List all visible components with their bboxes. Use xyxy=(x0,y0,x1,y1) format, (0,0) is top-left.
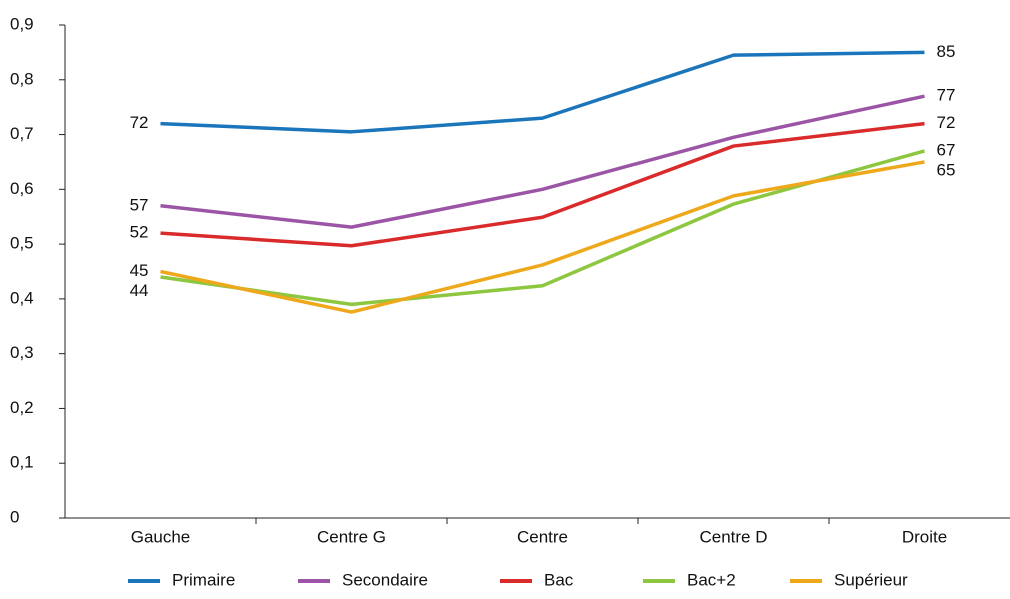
y-tick-label: 0,5 xyxy=(10,234,34,253)
y-tick-label: 0,7 xyxy=(10,124,34,143)
y-tick-label: 0,8 xyxy=(10,69,34,88)
line xyxy=(160,94,925,229)
y-tick-label: 0,4 xyxy=(10,288,34,307)
legend-label: Secondaire xyxy=(342,570,428,589)
line xyxy=(160,121,925,248)
line xyxy=(160,50,925,134)
legend-label: Supérieur xyxy=(834,570,908,589)
data-label: 44 xyxy=(130,281,149,300)
y-tick-label: 0,9 xyxy=(10,14,34,33)
legend-label: Bac+2 xyxy=(687,570,736,589)
legend-label: Primaire xyxy=(172,570,235,589)
line xyxy=(160,160,925,314)
data-label: 45 xyxy=(130,261,149,280)
data-label: 67 xyxy=(937,140,956,159)
y-tick-label: 0,1 xyxy=(10,453,34,472)
x-tick-label: Centre D xyxy=(699,527,767,546)
data-label: 57 xyxy=(130,195,149,214)
y-tick-label: 0,3 xyxy=(10,343,34,362)
data-label: 77 xyxy=(937,86,956,105)
x-tick-label: Centre xyxy=(517,527,568,546)
data-label: 72 xyxy=(937,113,956,132)
legend-label: Bac xyxy=(544,570,574,589)
y-tick-label: 0,6 xyxy=(10,179,34,198)
y-tick-label: 0 xyxy=(10,507,19,526)
data-label: 52 xyxy=(130,223,149,242)
x-tick-label: Gauche xyxy=(131,527,191,546)
line xyxy=(160,149,925,307)
x-tick-label: Droite xyxy=(902,527,947,546)
x-tick-label: Centre G xyxy=(317,527,386,546)
data-label: 65 xyxy=(937,160,956,179)
y-tick-label: 0,2 xyxy=(10,398,34,417)
data-label: 85 xyxy=(937,42,956,61)
data-label: 72 xyxy=(130,113,149,132)
